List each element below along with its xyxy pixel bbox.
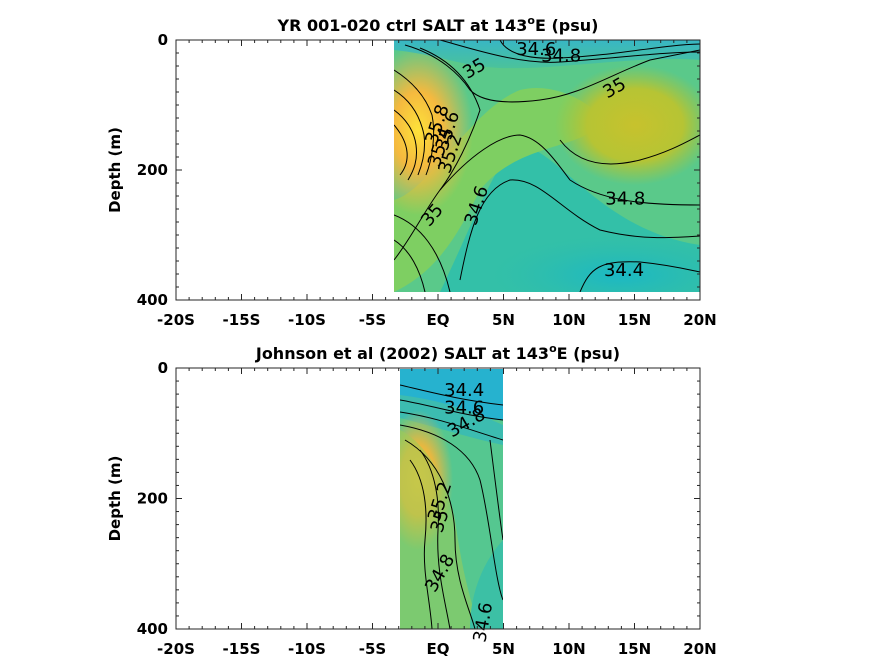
heatmap-field <box>400 369 503 629</box>
contour-lines <box>400 384 503 629</box>
axes-johnson: -20S -15S -10S -5S EQ 5N 10N 15N 20N 0 200 400 Depth… <box>106 342 717 656</box>
y-tick-label: 400 <box>137 291 168 309</box>
heatmap-field <box>394 40 700 292</box>
x-tick-label: EQ <box>427 311 450 329</box>
x-tick-label: -5S <box>359 311 386 329</box>
contour-label: 34.4 <box>444 380 484 401</box>
x-tick-label: -20S <box>157 311 195 329</box>
x-tick-label: -15S <box>223 640 261 656</box>
x-tick-label: 10N <box>552 311 585 329</box>
x-tick-label: 20N <box>683 640 716 656</box>
x-tick-label: -20S <box>157 640 195 656</box>
chart-title-degree: o <box>549 342 557 355</box>
axes-ctrl: -20S -15S -10S -5S EQ 5N 10N 15N 20N 0 200 400 Depth… <box>106 14 717 329</box>
x-tick-label: 5N <box>492 640 515 656</box>
contour-label: 34.6 <box>444 397 484 418</box>
chart-title-main: Johnson et al (2002) SALT at 143 <box>255 344 549 363</box>
y-axis-label: Depth (m) <box>106 127 124 213</box>
y-tick-label: 0 <box>158 359 168 377</box>
y-axis-label: Depth (m) <box>106 456 124 542</box>
chart-title: Johnson et al (2002) SALT at 143oE (psu) <box>255 342 620 363</box>
chart-title-main: YR 001-020 ctrl SALT at 143 <box>277 16 528 35</box>
x-tick-label: 20N <box>683 311 716 329</box>
chart-title: YR 001-020 ctrl SALT at 143oE (psu) <box>277 14 599 35</box>
y-tick-label: 200 <box>137 161 168 179</box>
chart-title-suffix: E (psu) <box>557 344 621 363</box>
x-tick-label: 5N <box>492 311 515 329</box>
x-tick-label: 15N <box>618 311 651 329</box>
y-tick-label: 400 <box>137 620 168 638</box>
x-tick-label: 15N <box>618 640 651 656</box>
x-tick-label: EQ <box>427 640 450 656</box>
x-tick-label: -10S <box>288 640 326 656</box>
contour-label: 34.8 <box>605 188 645 209</box>
chart-title-degree: o <box>527 14 535 27</box>
x-tick-label: -5S <box>359 640 386 656</box>
y-tick-label: 200 <box>137 490 168 508</box>
x-tick-label: -10S <box>288 311 326 329</box>
x-tick-label: -15S <box>223 311 261 329</box>
x-tick-label: 10N <box>552 640 585 656</box>
chart-title-suffix: E (psu) <box>535 16 599 35</box>
y-tick-label: 0 <box>158 31 168 49</box>
contour-label: 34.8 <box>541 45 581 66</box>
contour-label: 34.6 <box>516 39 556 60</box>
contour-lines <box>394 40 700 292</box>
contour-label: 34.4 <box>604 260 644 281</box>
